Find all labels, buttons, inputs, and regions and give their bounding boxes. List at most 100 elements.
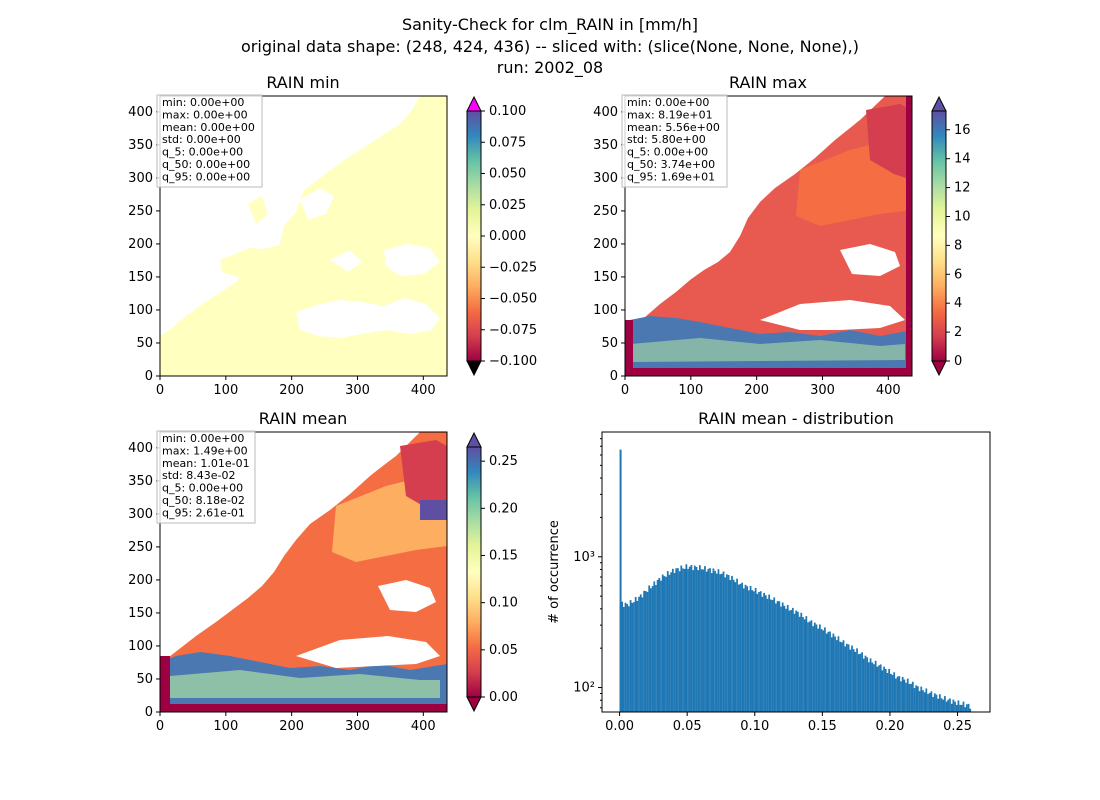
histogram-bar	[739, 583, 742, 712]
histogram-bar	[869, 658, 872, 712]
histogram-bar	[800, 612, 803, 712]
x-tick-label: 0	[156, 719, 164, 734]
histogram-bar	[935, 694, 938, 712]
colorbar-rain-max: 16 14 12 10 8 6 4 2 0	[931, 95, 971, 377]
stats-line: max: 1.49e+00	[162, 444, 248, 457]
colorbar-tick-label: 0.05	[489, 643, 518, 658]
histogram-bar	[678, 571, 681, 712]
histogram-bar	[923, 692, 926, 712]
x-ticks: 0.00 0.05 0.10 0.15 0.20 0.25	[605, 712, 972, 734]
histogram-bar	[813, 622, 816, 712]
stats-line: std: 0.00e+00	[162, 133, 241, 146]
y-tick-label: 50	[601, 336, 618, 351]
histogram-bar	[847, 644, 850, 712]
colorbar-tick-label: 0.100	[489, 104, 526, 119]
colorbar-gradient	[466, 446, 482, 698]
histogram-bar	[629, 600, 632, 712]
histogram-bar	[818, 624, 821, 712]
histogram-bar	[639, 594, 642, 712]
histogram-bar	[842, 640, 845, 712]
histogram-bar	[756, 593, 759, 712]
stats-line: mean: 5.56e+00	[627, 121, 720, 134]
histogram-bar	[950, 703, 953, 712]
y-axis-label: # of occurrence	[547, 520, 562, 624]
histogram-bar	[753, 591, 755, 712]
histogram-bar	[692, 570, 694, 712]
x-ticks: 0 100 200 300 400	[156, 376, 436, 398]
histogram-bar	[754, 588, 757, 712]
histogram-bar	[895, 678, 897, 712]
y-tick-label: 50	[136, 672, 153, 687]
histogram-bar	[960, 704, 963, 712]
histogram-bar	[763, 592, 765, 712]
stats-box	[156, 94, 263, 188]
x-tick-label: 200	[279, 719, 304, 734]
histogram-bar	[957, 700, 960, 712]
histogram-bar	[653, 581, 656, 712]
colorbar-tick-label: −0.075	[489, 323, 537, 338]
colorbar-tick-label: 0.25	[489, 454, 518, 469]
histogram-bar	[778, 601, 781, 712]
histogram-bar	[967, 703, 970, 712]
stats-line: min: 0.00e+00	[627, 96, 709, 109]
stats-line: mean: 0.00e+00	[162, 121, 255, 134]
colorbar-tick-label: 0.20	[489, 501, 518, 516]
colorbar-extend-over	[931, 95, 947, 112]
histogram-bar	[846, 643, 848, 712]
histogram-bar	[727, 574, 730, 712]
histogram-bar	[827, 631, 830, 712]
panel-rain-mean: RAIN mean 0 100 200 300 400 0 50 100 150 200 250 3…	[128, 409, 448, 734]
x-tick-label: 300	[345, 719, 370, 734]
histogram-bar	[952, 699, 955, 712]
histogram-bar	[744, 584, 747, 712]
y-tick-label: 150	[128, 606, 153, 621]
histogram-bar	[768, 594, 771, 712]
histogram-bar	[758, 592, 760, 712]
histogram-bar	[873, 664, 875, 712]
histogram-bar	[687, 568, 689, 712]
y-ticks: 0 50 100 150 200 250 300 350 400	[128, 105, 160, 384]
histogram-bar	[812, 626, 814, 712]
histogram-bar	[700, 569, 703, 712]
y-tick-label: 200	[128, 237, 153, 252]
histogram-bar	[920, 686, 923, 712]
y-tick-label: 300	[128, 507, 153, 522]
histogram-bar	[695, 567, 698, 712]
histogram-bar	[854, 651, 857, 712]
histogram-bar	[807, 622, 809, 712]
histogram-bar	[742, 588, 745, 712]
stats-box	[621, 94, 728, 188]
histogram-bar	[959, 704, 962, 712]
histogram-bar	[732, 579, 735, 712]
panel-title: RAIN min	[266, 73, 339, 92]
histogram-bar	[810, 620, 813, 712]
histogram-bar	[724, 577, 727, 712]
colorbar-tick-label: 14	[954, 152, 971, 167]
colorbar-tick-label: 12	[954, 181, 971, 196]
histogram-bar	[901, 676, 904, 712]
histogram-bar	[624, 602, 627, 712]
colorbar-tick-label: 6	[954, 267, 962, 282]
histogram-bar	[766, 598, 769, 712]
histogram-bar	[646, 591, 649, 712]
histogram-bar	[688, 566, 691, 712]
histogram-bar	[925, 688, 928, 712]
histogram-bar	[655, 585, 657, 712]
histogram-bar	[896, 676, 899, 712]
histogram-bar	[911, 681, 914, 712]
y-tick-label: 100	[128, 303, 153, 318]
y-tick-label: 0	[145, 705, 153, 720]
histogram-bar	[683, 568, 686, 712]
histogram-bar	[736, 578, 738, 712]
histogram-bar	[900, 681, 902, 712]
x-tick-label: 400	[411, 719, 436, 734]
histogram-bar	[822, 630, 825, 712]
histogram-bar	[665, 576, 667, 712]
histogram-bar	[746, 586, 749, 712]
stats-line: std: 5.80e+00	[627, 133, 706, 146]
histogram-bar	[861, 652, 863, 712]
y-tick-label: 300	[593, 171, 618, 186]
